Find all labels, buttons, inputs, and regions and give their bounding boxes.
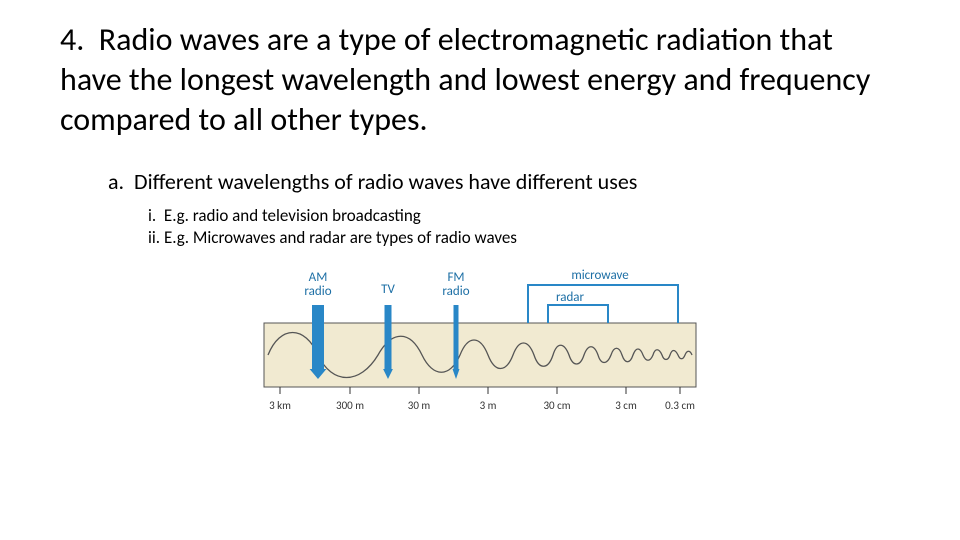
band-label: microwave: [571, 268, 628, 283]
scale-label: 300 m: [336, 399, 364, 412]
scale-label: 3 km: [269, 399, 291, 412]
scale-label: 3 m: [480, 399, 497, 412]
band-arrow-2: [453, 305, 460, 379]
sub-i: i. E.g. radio and television broadcastin…: [148, 205, 900, 227]
wave-band: [264, 323, 696, 387]
band-label: FM: [447, 270, 464, 285]
scale-label: 3 cm: [615, 399, 637, 412]
sub-a-letter: a.: [108, 168, 124, 195]
sub-ii: ii. E.g. Microwaves and radar are types …: [148, 227, 900, 249]
radio-spectrum-diagram: AMradioTVFMradiomicrowaveradar3 km300 m3…: [260, 265, 700, 440]
band-arrow-1: [383, 305, 393, 379]
band-label: TV: [381, 282, 395, 297]
radar-bracket: [548, 305, 608, 323]
band-arrow-0: [310, 305, 327, 379]
band-label: radio: [442, 284, 469, 299]
sub-ii-roman: ii.: [148, 227, 160, 248]
main-number: 4.: [60, 20, 84, 59]
main-body: Radio waves are a type of electromagneti…: [60, 20, 870, 139]
sub-i-text: E.g. radio and television broadcasting: [164, 205, 421, 226]
scale-label: 30 cm: [543, 399, 570, 412]
band-label: AM: [309, 270, 328, 285]
band-label: radar: [556, 290, 585, 305]
main-heading: 4. Radio waves are a type of electromagn…: [60, 20, 900, 140]
scale-label: 0.3 cm: [665, 399, 695, 412]
band-label: radio: [304, 284, 331, 299]
sub-a-text: Different wavelengths of radio waves hav…: [134, 168, 637, 195]
sub-ii-text: E.g. Microwaves and radar are types of r…: [164, 227, 517, 248]
scale-label: 30 m: [408, 399, 431, 412]
sub-i-roman: i.: [148, 205, 156, 226]
sub-a: a. Different wavelengths of radio waves …: [108, 168, 900, 197]
